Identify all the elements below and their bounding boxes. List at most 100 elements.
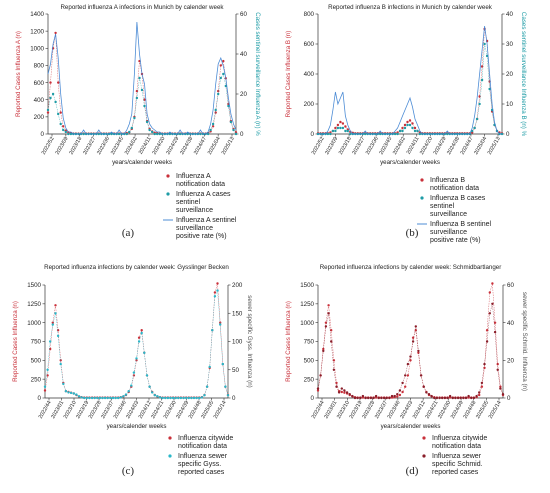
series-line-1 xyxy=(317,303,504,399)
series-point-1 xyxy=(398,129,402,133)
series-point-1 xyxy=(182,396,185,400)
series-point-1 xyxy=(221,362,224,366)
series-point-1 xyxy=(213,295,217,298)
series-point-1 xyxy=(135,96,139,100)
series-point-1 xyxy=(190,396,193,400)
x-axis-label: years/calender weeks xyxy=(380,159,440,166)
series-point-1 xyxy=(88,396,91,400)
series-point-1 xyxy=(192,396,196,400)
series-point-1 xyxy=(122,395,125,398)
series-point-0 xyxy=(488,291,491,294)
series-point-1 xyxy=(206,132,210,136)
legend-marker xyxy=(422,436,426,440)
legend-label: Influenza citywide notification data xyxy=(432,435,487,450)
series-line-0 xyxy=(47,32,237,134)
legend-marker xyxy=(168,436,172,440)
y2-tick-label: 150 xyxy=(232,310,243,317)
series-point-1 xyxy=(111,396,115,400)
series-point-0 xyxy=(59,111,62,114)
x-tick-label: 2025/13 xyxy=(487,136,502,156)
series-point-1 xyxy=(379,132,382,136)
series-point-1 xyxy=(322,349,325,353)
series-point-1 xyxy=(130,126,133,130)
series-point-1 xyxy=(425,391,428,394)
series-point-1 xyxy=(435,396,439,400)
series-point-1 xyxy=(72,392,76,395)
chart-panel-c: Reported influenza infections by calende… xyxy=(12,264,253,477)
series-point-1 xyxy=(488,87,491,91)
series-point-0 xyxy=(493,321,497,324)
series-point-1 xyxy=(346,129,349,133)
series-line-2 xyxy=(318,25,502,135)
series-point-1 xyxy=(67,132,70,136)
series-point-1 xyxy=(319,374,322,377)
y2-axis-label: Cases sentinel surveillance Influenza A … xyxy=(254,12,261,136)
series-point-1 xyxy=(171,396,175,400)
series-point-0 xyxy=(135,89,139,93)
series-point-1 xyxy=(464,396,468,400)
series-point-1 xyxy=(156,395,159,398)
series-point-1 xyxy=(488,312,491,315)
series-point-1 xyxy=(117,396,120,400)
series-point-1 xyxy=(145,374,149,377)
series-point-1 xyxy=(43,385,47,388)
series-point-1 xyxy=(473,126,476,130)
series-point-1 xyxy=(140,331,143,335)
series-point-1 xyxy=(406,123,409,127)
series-point-0 xyxy=(414,329,417,332)
series-point-1 xyxy=(364,132,367,136)
series-point-1 xyxy=(345,391,349,394)
series-point-1 xyxy=(62,128,65,132)
series-point-1 xyxy=(54,312,57,315)
series-point-1 xyxy=(82,132,85,136)
series-line-0 xyxy=(44,283,229,398)
series-point-1 xyxy=(209,128,212,132)
series-point-1 xyxy=(393,132,397,136)
series-point-1 xyxy=(348,393,351,396)
series-point-1 xyxy=(485,340,489,343)
series-point-1 xyxy=(396,132,399,136)
series-point-1 xyxy=(200,396,204,399)
series-point-0 xyxy=(478,393,481,397)
series-point-1 xyxy=(98,396,102,400)
series-point-1 xyxy=(59,362,62,366)
series-point-1 xyxy=(124,393,128,396)
series-point-1 xyxy=(385,396,388,400)
y2-tick-label: 0 xyxy=(240,131,244,138)
x-axis-label: years/calender weeks xyxy=(107,423,167,430)
series-point-0 xyxy=(46,374,49,377)
x-axis-label: years/calender weeks xyxy=(381,423,441,430)
series-point-1 xyxy=(369,396,373,400)
y-tick-label: 500 xyxy=(304,358,315,365)
series-point-1 xyxy=(336,126,340,130)
series-point-1 xyxy=(64,130,68,134)
series-point-0 xyxy=(480,65,484,68)
series-point-0 xyxy=(403,123,407,127)
y-tick-label: 200 xyxy=(34,114,45,121)
series-point-1 xyxy=(46,368,49,371)
series-point-1 xyxy=(90,396,94,400)
series-point-1 xyxy=(75,393,78,396)
series-point-1 xyxy=(359,396,362,400)
series-point-1 xyxy=(67,391,70,394)
y-tick-label: 750 xyxy=(304,339,315,346)
series-point-1 xyxy=(106,396,109,400)
y-tick-label: 1200 xyxy=(30,28,44,35)
series-point-0 xyxy=(330,329,333,332)
chart-panel-d: Reported influenza infections by calende… xyxy=(285,264,528,477)
series-point-1 xyxy=(143,104,146,108)
y-tick-label: 200 xyxy=(304,101,315,108)
y2-tick-label: 20 xyxy=(507,358,514,365)
y2-tick-label: 40 xyxy=(507,320,514,327)
x-tick-label: 2024/02 xyxy=(124,136,139,156)
series-point-1 xyxy=(364,396,367,400)
series-point-1 xyxy=(351,394,354,398)
series-point-1 xyxy=(69,391,73,395)
series-point-1 xyxy=(54,100,57,104)
series-point-1 xyxy=(187,396,190,400)
chart-title: Reported influenza A infections in Munic… xyxy=(60,4,224,11)
y2-tick-label: 40 xyxy=(506,11,513,18)
series-point-1 xyxy=(179,396,183,400)
series-point-1 xyxy=(483,362,486,366)
